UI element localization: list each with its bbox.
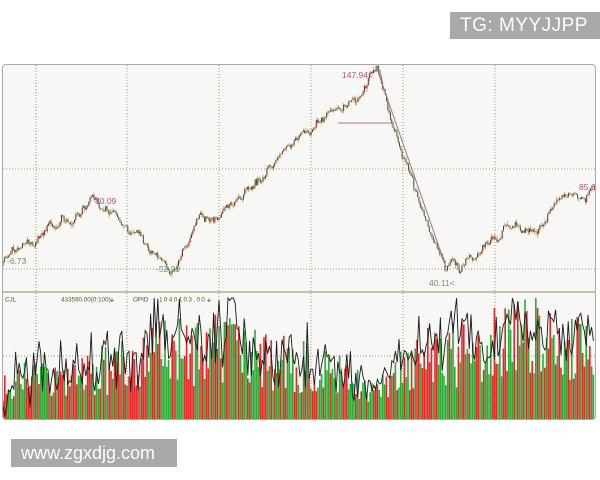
svg-text:1040103.00: 1040103.00 [159,297,206,304]
svg-text:-6.73: -6.73 [7,256,27,266]
svg-text:OPID: OPID [133,297,149,304]
svg-text:40.11<: 40.11< [429,278,455,288]
svg-text:147.94<: 147.94< [342,70,373,80]
svg-text:-52.29: -52.29 [156,264,180,274]
svg-text:85.67: 85.67 [579,182,595,192]
svg-text:CJL: CJL [5,297,17,304]
svg-text:80.09: 80.09 [95,196,117,206]
svg-text:433590.00(0:100): 433590.00(0:100) [61,297,111,304]
